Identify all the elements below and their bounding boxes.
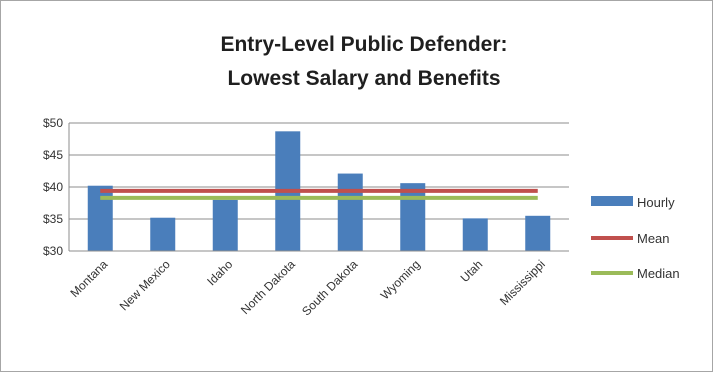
axes — [68, 123, 569, 252]
y-tick-labels: $50 $45 $40 $35 $30 — [43, 116, 63, 258]
bar-utah — [462, 218, 488, 251]
x-tick-label: Wyoming — [378, 257, 423, 302]
x-tick-label: Utah — [458, 257, 486, 285]
bars — [87, 131, 551, 251]
chart-title-line-1: Entry-Level Public Defender: — [220, 33, 507, 56]
x-tick-label: North Dakota — [238, 257, 298, 317]
y-tick-label: $35 — [43, 212, 63, 226]
y-tick-label: $50 — [43, 116, 63, 130]
legend-label-median: Median — [637, 266, 680, 281]
y-tick-label: $30 — [43, 244, 63, 258]
x-tick-label: Montana — [67, 257, 110, 300]
x-tick-labels: Montana New Mexico Idaho North Dakota South … — [67, 257, 547, 319]
x-tick-label: New Mexico — [117, 257, 173, 313]
reference-lines — [100, 188, 538, 200]
y-tick-label: $40 — [43, 180, 63, 194]
legend-label-mean: Mean — [637, 231, 670, 246]
legend: Hourly Mean Median — [591, 195, 680, 281]
legend-label-hourly: Hourly — [637, 195, 675, 210]
y-tick-label: $45 — [43, 148, 63, 162]
gridlines — [69, 122, 569, 252]
x-tick-label: Mississippi — [497, 257, 548, 308]
bar-idaho — [212, 199, 238, 251]
x-tick-label: Idaho — [204, 257, 235, 288]
bar-south-dakota — [337, 173, 363, 251]
bar-mississippi — [525, 215, 551, 251]
x-tick-label: South Dakota — [299, 257, 361, 319]
legend-swatch-hourly — [591, 196, 633, 206]
bar-montana — [87, 185, 113, 251]
chart-title: Entry-Level Public Defender: Lowest Sala… — [220, 33, 507, 90]
chart-title-line-2: Lowest Salary and Benefits — [227, 67, 500, 90]
bar-new-mexico — [150, 217, 176, 251]
bar-wyoming — [400, 183, 426, 251]
